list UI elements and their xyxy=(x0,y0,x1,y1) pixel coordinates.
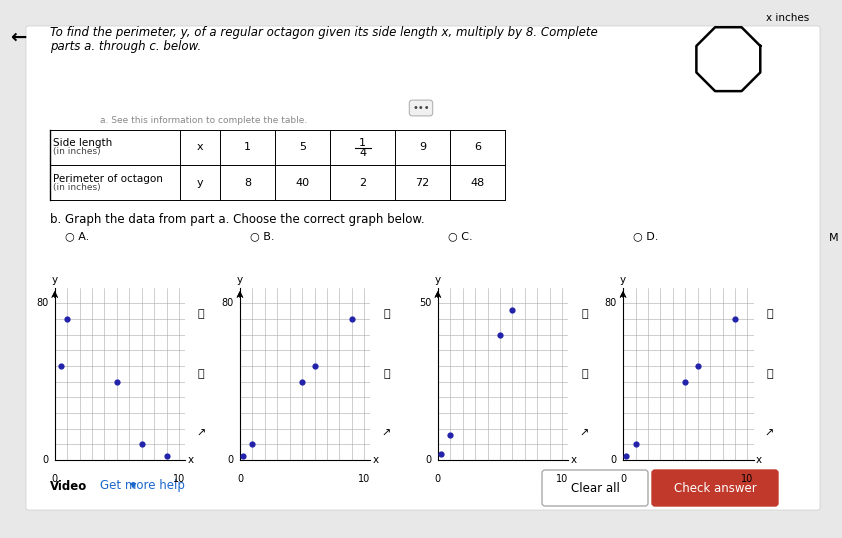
Point xyxy=(620,452,633,461)
Point xyxy=(691,362,705,370)
Text: x: x xyxy=(188,455,194,465)
Text: b. Graph the data from part a. Choose the correct graph below.: b. Graph the data from part a. Choose th… xyxy=(50,213,424,226)
Point xyxy=(728,315,742,323)
Text: 40: 40 xyxy=(296,178,310,188)
Text: 80: 80 xyxy=(36,299,49,308)
Text: ↗: ↗ xyxy=(196,429,206,439)
Point xyxy=(629,440,642,449)
Point xyxy=(135,440,148,449)
Text: parts a. through c. below.: parts a. through c. below. xyxy=(50,40,201,53)
Text: 4: 4 xyxy=(359,148,366,159)
Text: 10: 10 xyxy=(556,474,568,484)
Text: y: y xyxy=(434,275,441,285)
Text: Side length: Side length xyxy=(53,138,112,148)
Text: ▲: ▲ xyxy=(52,291,57,297)
Text: y: y xyxy=(620,275,626,285)
Text: 0: 0 xyxy=(434,474,441,484)
Text: x: x xyxy=(373,455,379,465)
Text: ○ B.: ○ B. xyxy=(250,231,274,241)
Text: 0: 0 xyxy=(42,455,49,465)
Text: (in inches): (in inches) xyxy=(53,183,101,192)
Text: ▲: ▲ xyxy=(237,291,242,297)
Text: a. See this information to complete the table.: a. See this information to complete the … xyxy=(100,116,307,125)
Point xyxy=(61,315,74,323)
Text: x inches: x inches xyxy=(765,13,809,24)
Text: ▼: ▼ xyxy=(130,482,136,491)
Text: 0: 0 xyxy=(51,474,58,484)
Text: ▲: ▲ xyxy=(435,291,440,297)
Text: M: M xyxy=(829,233,838,243)
Text: 8: 8 xyxy=(244,178,251,188)
Text: 0: 0 xyxy=(620,474,626,484)
Text: 🔍: 🔍 xyxy=(766,309,773,318)
Text: Perimeter of octagon: Perimeter of octagon xyxy=(53,173,163,183)
Text: y: y xyxy=(51,275,58,285)
Text: y: y xyxy=(237,275,243,285)
Text: 1: 1 xyxy=(359,138,366,147)
Text: To find the perimeter, y, of a regular octagon given its side length x, multiply: To find the perimeter, y, of a regular o… xyxy=(50,26,598,39)
Text: 9: 9 xyxy=(419,143,426,152)
Text: 🔎: 🔎 xyxy=(581,369,588,379)
Text: 0: 0 xyxy=(610,455,617,465)
Text: 0: 0 xyxy=(425,455,432,465)
Text: 🔎: 🔎 xyxy=(198,369,205,379)
Text: 🔎: 🔎 xyxy=(383,369,390,379)
Point xyxy=(237,452,250,461)
Text: 10: 10 xyxy=(173,474,185,484)
Point xyxy=(246,440,259,449)
Text: ○ C.: ○ C. xyxy=(448,231,472,241)
Point xyxy=(543,230,557,239)
Text: 6: 6 xyxy=(474,143,481,152)
Text: 1: 1 xyxy=(244,143,251,152)
Text: ▲: ▲ xyxy=(621,291,626,297)
Point xyxy=(444,430,457,439)
Text: Video: Video xyxy=(50,479,88,492)
Text: y: y xyxy=(197,178,203,188)
Text: 80: 80 xyxy=(605,299,617,308)
Text: 0: 0 xyxy=(227,455,234,465)
Text: ↗: ↗ xyxy=(765,429,775,439)
Text: x: x xyxy=(756,455,762,465)
Text: •••: ••• xyxy=(413,103,429,113)
Point xyxy=(296,378,309,386)
Point xyxy=(679,378,692,386)
Text: (in inches): (in inches) xyxy=(53,147,101,156)
Text: 50: 50 xyxy=(419,299,432,308)
Point xyxy=(493,330,507,339)
Point xyxy=(54,362,67,370)
Text: 10: 10 xyxy=(358,474,370,484)
Text: ↗: ↗ xyxy=(381,429,392,439)
Text: 72: 72 xyxy=(415,178,429,188)
Text: x: x xyxy=(197,143,203,152)
Point xyxy=(434,449,448,458)
Text: 0: 0 xyxy=(237,474,243,484)
Text: ↗: ↗ xyxy=(579,429,589,439)
Point xyxy=(506,306,520,314)
Point xyxy=(345,315,359,323)
Text: 48: 48 xyxy=(471,178,485,188)
FancyBboxPatch shape xyxy=(26,26,820,510)
Point xyxy=(110,378,124,386)
Text: 80: 80 xyxy=(221,299,234,308)
Text: 2: 2 xyxy=(359,178,366,188)
Text: Clear all: Clear all xyxy=(571,482,620,494)
Text: Check answer: Check answer xyxy=(674,482,756,494)
Text: ←: ← xyxy=(10,28,26,47)
FancyBboxPatch shape xyxy=(542,470,648,506)
Point xyxy=(308,362,322,370)
Point xyxy=(160,452,173,461)
Text: x: x xyxy=(571,455,577,465)
Text: ○ D.: ○ D. xyxy=(633,231,658,241)
Text: 🔎: 🔎 xyxy=(766,369,773,379)
Text: 10: 10 xyxy=(741,474,754,484)
Text: ○ A.: ○ A. xyxy=(65,231,89,241)
Text: Get more help: Get more help xyxy=(100,479,189,492)
Text: 🔍: 🔍 xyxy=(383,309,390,318)
FancyBboxPatch shape xyxy=(652,470,778,506)
Text: 🔍: 🔍 xyxy=(581,309,588,318)
Text: 🔍: 🔍 xyxy=(198,309,205,318)
Text: 5: 5 xyxy=(299,143,306,152)
